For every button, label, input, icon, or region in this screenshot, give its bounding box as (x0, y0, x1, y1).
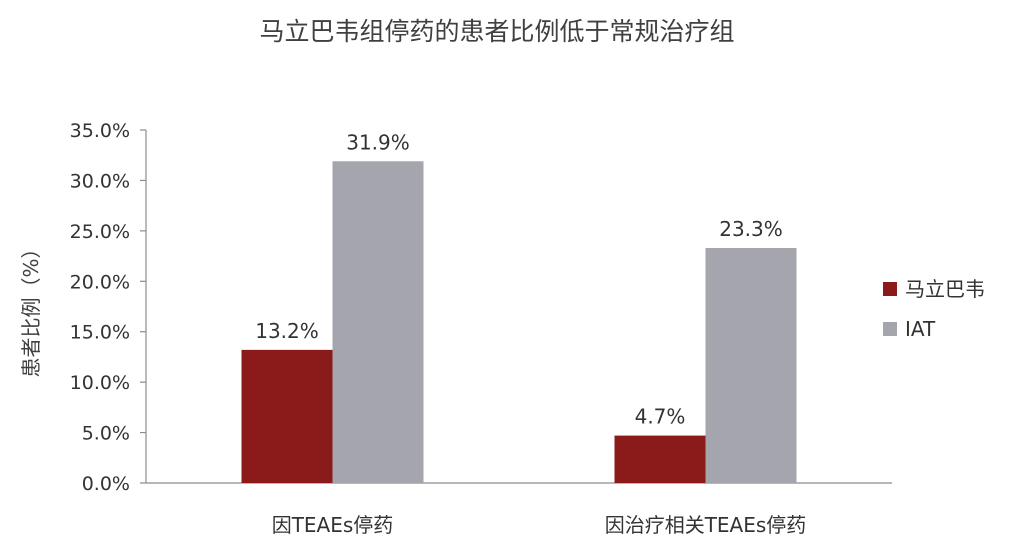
legend-swatch (883, 322, 897, 336)
data-label: 31.9% (346, 130, 410, 154)
data-label: 23.3% (719, 217, 783, 241)
x-category-label: 因TEAEs停药 (272, 513, 394, 537)
data-labels: 13.2% 31.9% 4.7% 23.3% (255, 130, 783, 428)
legend-label: IAT (905, 317, 936, 341)
data-label: 4.7% (635, 405, 686, 429)
y-axis-label: 患者比例（%） (19, 238, 43, 377)
y-tick-label: 25.0% (70, 221, 130, 243)
axes: 0.0% 5.0% 10.0% 15.0% 20.0% 25.0% 30.0% 35.0% 因T… (70, 120, 892, 537)
bar (241, 349, 333, 483)
bar (705, 248, 797, 483)
legend-swatch (883, 282, 897, 296)
legend: 马立巴韦 IAT (883, 277, 985, 341)
y-tick-label: 10.0% (70, 372, 130, 394)
y-tick-label: 0.0% (82, 473, 130, 495)
chart-title: 马立巴韦组停药的患者比例低于常规治疗组 (259, 17, 734, 46)
bars (241, 161, 797, 483)
data-label: 13.2% (255, 319, 319, 343)
y-tick-label: 15.0% (70, 322, 130, 344)
y-tick-label: 30.0% (70, 170, 130, 192)
bar (614, 435, 706, 483)
bar (332, 161, 424, 483)
y-tick-label: 20.0% (70, 271, 130, 293)
y-tick-label: 5.0% (82, 423, 130, 445)
y-tick-label: 35.0% (70, 120, 130, 142)
x-category-label: 因治疗相关TEAEs停药 (605, 513, 807, 537)
legend-label: 马立巴韦 (905, 277, 985, 301)
